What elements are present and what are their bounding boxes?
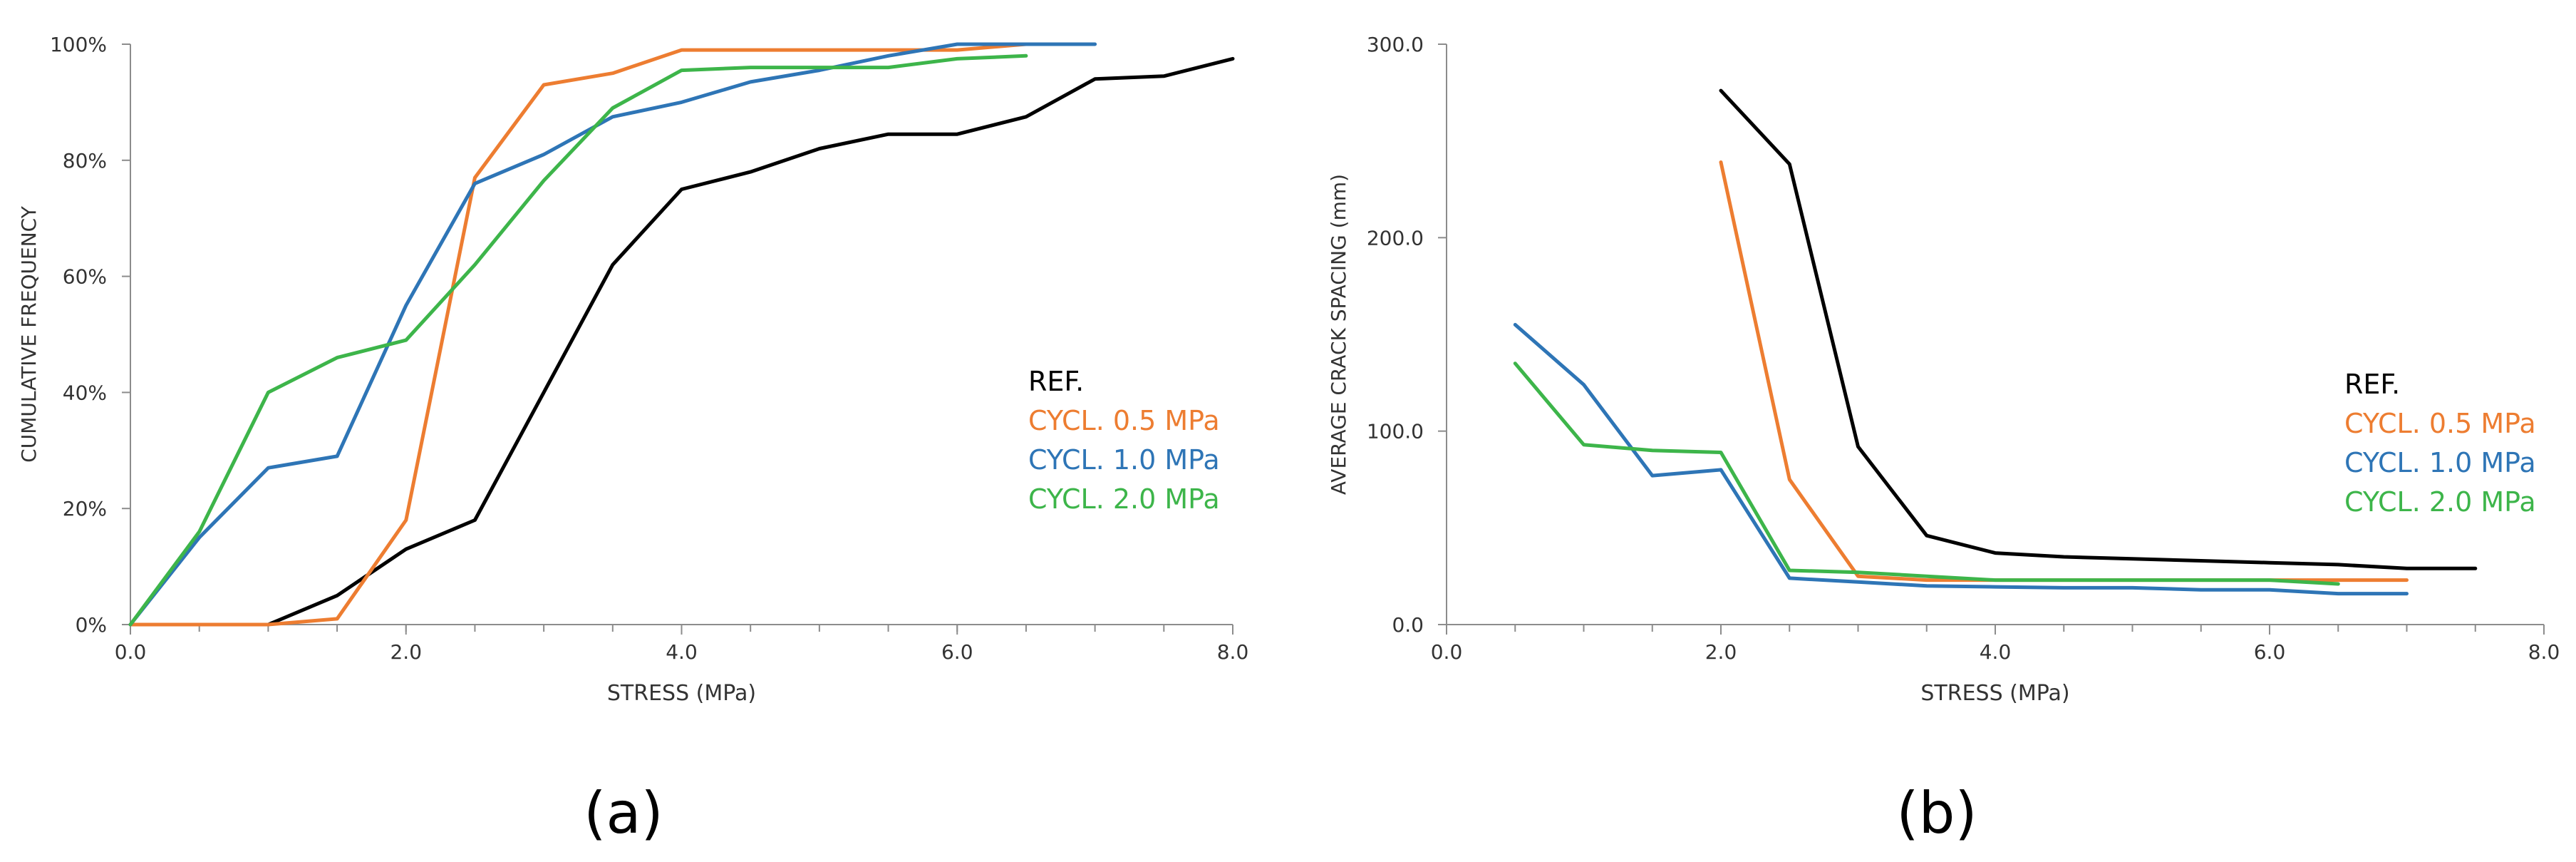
panel-label: (b) [1896, 780, 1977, 846]
legend-entry: REF. [1028, 366, 1084, 397]
x-axis-label: STRESS (MPa) [1920, 681, 2069, 706]
series-line-cycl-0-5-mpa [128, 42, 1028, 627]
y-axis-label: AVERAGE CRACK SPACING (mm) [1327, 174, 1350, 495]
legend-entry: CYCL. 1.0 MPa [2344, 447, 2536, 478]
y-tick-label: 100.0 [1367, 420, 1424, 443]
series-line-cycl-2-0-mpa [128, 53, 1028, 627]
panel-label: (a) [584, 780, 663, 846]
x-tick-label: 8.0 [2528, 640, 2560, 664]
x-tick-label: 6.0 [2254, 640, 2286, 664]
y-tick-label: 60% [63, 265, 107, 289]
x-axis-label: STRESS (MPa) [607, 681, 756, 706]
x-tick-label: 0.0 [115, 640, 147, 664]
chart-b: 0.0 100.0 200.0 300.0 0.0 2.0 4.0 6.0 8.0 STRESS … [1327, 33, 2560, 846]
y-tick-label: 0.0 [1392, 613, 1424, 637]
series-line-cycl-1-0-mpa [128, 42, 1097, 627]
legend-entry: CYCL. 0.5 MPa [1028, 405, 1220, 436]
series-line-ref [266, 56, 1235, 627]
legend-entry: REF. [2344, 369, 2400, 400]
series-line-cycl-2-0-mpa [1513, 361, 2340, 586]
y-tick-label: 300.0 [1367, 33, 1424, 56]
legend-entry: CYCL. 2.0 MPa [1028, 483, 1220, 515]
y-tick-label: 0% [76, 613, 107, 637]
y-tick-label: 100% [50, 33, 107, 56]
x-tick-label: 2.0 [1705, 640, 1737, 664]
x-tick-label: 8.0 [1217, 640, 1249, 664]
series-line-cycl-1-0-mpa [1513, 322, 2409, 596]
y-tick-label: 200.0 [1367, 226, 1424, 250]
x-tick-label: 6.0 [941, 640, 973, 664]
legend-entry: CYCL. 0.5 MPa [2344, 408, 2536, 439]
chart-a: 0% 20% 40% 60% 80% 100% 0.0 2.0 4.0 6.0 8.0 STRESS … [17, 33, 1248, 846]
series-line-cycl-0-5-mpa [1719, 160, 2409, 583]
y-axis-label: CUMULATIVE FREQUENCY [17, 205, 41, 463]
x-tick-label: 4.0 [1980, 640, 2012, 664]
series-line-ref [1719, 88, 2478, 570]
x-tick-label: 0.0 [1431, 640, 1463, 664]
x-tick-label: 2.0 [390, 640, 422, 664]
legend-entry: CYCL. 2.0 MPa [2344, 486, 2536, 518]
y-tick-label: 80% [63, 149, 107, 173]
y-tick-label: 40% [63, 381, 107, 404]
y-tick-label: 20% [63, 497, 107, 520]
legend-entry: CYCL. 1.0 MPa [1028, 444, 1220, 476]
x-tick-label: 4.0 [666, 640, 698, 664]
